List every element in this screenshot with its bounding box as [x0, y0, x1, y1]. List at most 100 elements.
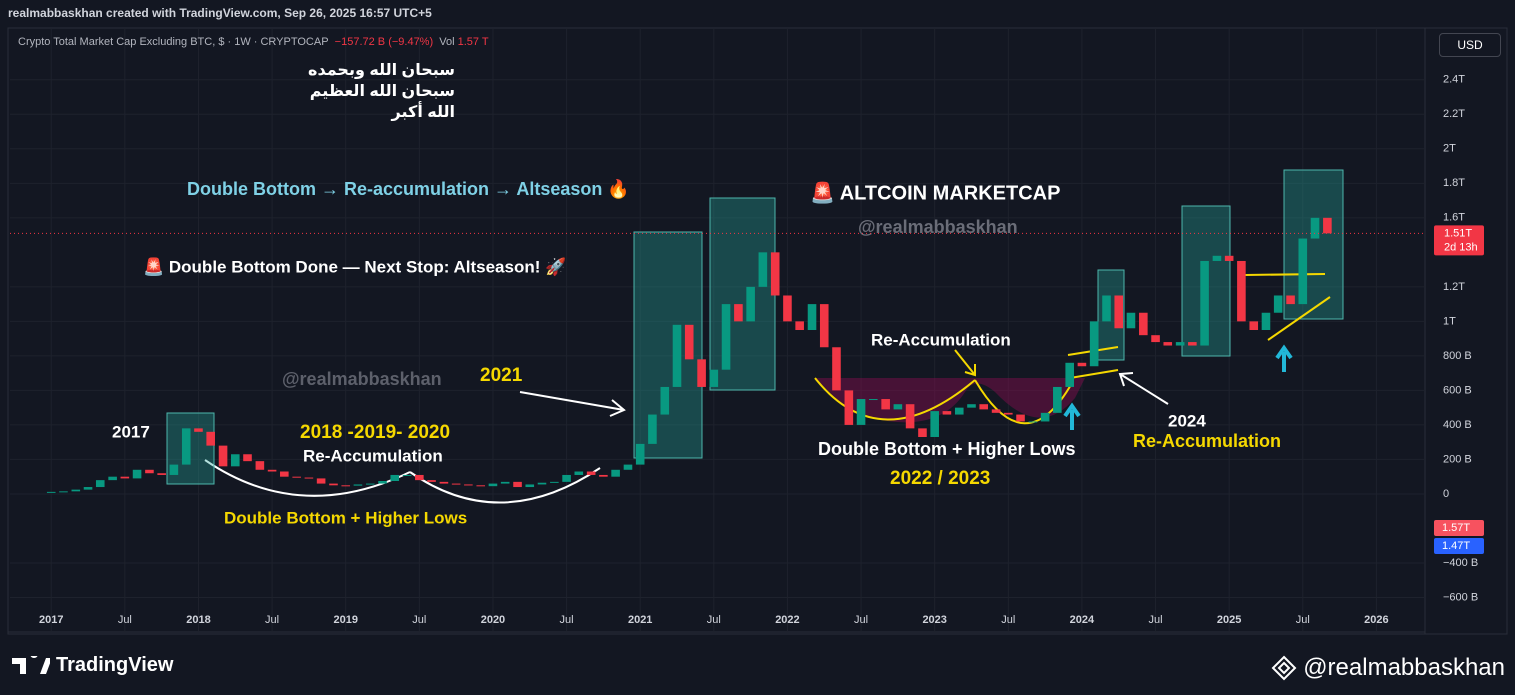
x-tick-label: 2024: [1070, 614, 1095, 626]
y-tick-label: 0: [1443, 488, 1449, 500]
candle: [1102, 295, 1111, 322]
candle: [586, 471, 596, 475]
candle: [243, 454, 252, 462]
candle: [1286, 295, 1295, 305]
volume-badge: [1434, 520, 1484, 536]
annotations: Double Bottom → Re-accumulation → Altsea…: [112, 178, 1281, 528]
candle: [451, 483, 461, 485]
candle: [230, 454, 240, 467]
vol-label: Vol: [439, 36, 455, 48]
y-tick-label: 1.6T: [1443, 212, 1465, 224]
candle: [59, 491, 68, 493]
currency-button[interactable]: USD: [1439, 33, 1501, 57]
candle: [1200, 260, 1209, 346]
x-tick-label: Jul: [1001, 614, 1015, 626]
candle: [329, 483, 338, 486]
symbol-legend: Crypto Total Market Cap Excluding BTC, $…: [18, 36, 489, 48]
candle: [1065, 362, 1074, 387]
trend-line: [1267, 296, 1331, 341]
change: −157.72 B (−9.47%): [334, 36, 434, 48]
x-tick-label: Jul: [707, 614, 721, 626]
candle: [1163, 342, 1173, 346]
candle: [353, 484, 363, 486]
candle: [672, 324, 682, 387]
candle: [697, 359, 706, 387]
accumulation-zone: [815, 378, 1085, 423]
annotation: Double Bottom → Re-accumulation → Altsea…: [187, 178, 630, 199]
candle: [1175, 342, 1185, 346]
candle: [206, 431, 215, 446]
annotation: 2022 / 2023: [890, 468, 990, 489]
annotation: 🚨 Double Bottom Done — Next Stop: Altsea…: [143, 256, 566, 276]
annotation: @realmabbaskhan: [282, 369, 442, 389]
annotation: 2024: [1168, 411, 1206, 430]
x-tick-label: 2021: [628, 614, 652, 626]
candle: [316, 478, 326, 484]
trend-line: [1244, 273, 1326, 276]
up-arrow: [1063, 402, 1081, 430]
candle: [402, 474, 412, 476]
y-tick-label: −600 B: [1443, 591, 1478, 603]
candle: [635, 443, 645, 465]
candle: [537, 482, 547, 485]
candle: [1114, 295, 1124, 329]
candle: [660, 386, 670, 415]
x-tick-label: Jul: [854, 614, 868, 626]
candle: [280, 471, 289, 477]
chart: Double Bottom → Re-accumulation → Altsea…: [7, 27, 1508, 635]
candle: [1028, 421, 1038, 423]
candle: [132, 469, 142, 479]
candle: [562, 474, 571, 482]
candle: [1004, 412, 1013, 415]
volume-badge-label: 1.57T: [1442, 522, 1470, 534]
symbol: Crypto Total Market Cap Excluding BTC, $…: [18, 36, 329, 48]
y-tick-label: 600 B: [1443, 384, 1472, 396]
candle: [1273, 295, 1283, 313]
candle: [807, 304, 817, 330]
candle: [1040, 412, 1050, 422]
candle: [648, 414, 657, 444]
volume-ma-badge-label: 1.47T: [1442, 540, 1470, 552]
candle: [1249, 321, 1259, 330]
footer-logo[interactable]: TradingView: [12, 654, 173, 677]
arrow: [519, 391, 626, 417]
y-tick-label: 2T: [1443, 143, 1456, 155]
candle: [1310, 217, 1320, 239]
arrow: [1118, 372, 1169, 405]
y-tick-label: 1T: [1443, 315, 1456, 327]
candle: [868, 399, 878, 401]
y-tick-label: 800 B: [1443, 350, 1472, 362]
last-price-label: 1.51T: [1444, 227, 1472, 239]
candle: [1089, 321, 1099, 367]
candle: [415, 474, 424, 481]
annotation: @realmabbaskhan: [858, 217, 1018, 237]
candle: [513, 481, 522, 488]
candle: [194, 428, 203, 432]
x-tick-label: 2019: [333, 614, 357, 626]
candle: [930, 411, 939, 437]
candle: [218, 445, 228, 467]
bottom-curve: [814, 377, 976, 421]
y-tick-label: 1.2T: [1443, 281, 1465, 293]
candle: [169, 464, 179, 475]
candle: [46, 491, 56, 493]
arabic-line: سبحان الله وبحمده: [308, 62, 455, 79]
x-tick-label: Jul: [265, 614, 279, 626]
vol-value: 1.57 T: [457, 36, 489, 48]
candle: [991, 409, 1001, 413]
candle: [844, 390, 854, 425]
candle: [758, 252, 768, 287]
annotation: Re-Accumulation: [871, 330, 1011, 349]
y-tick-label: 2.2T: [1443, 108, 1465, 120]
y-tick-label: 200 B: [1443, 453, 1472, 465]
candle: [1126, 312, 1136, 329]
candle: [856, 399, 866, 425]
candle: [684, 324, 694, 360]
x-tick-label: 2018: [186, 614, 210, 626]
handle-icon: [1271, 655, 1297, 681]
candle: [1151, 335, 1160, 343]
candle: [709, 369, 719, 387]
candle: [1139, 312, 1148, 336]
candle: [832, 347, 841, 391]
